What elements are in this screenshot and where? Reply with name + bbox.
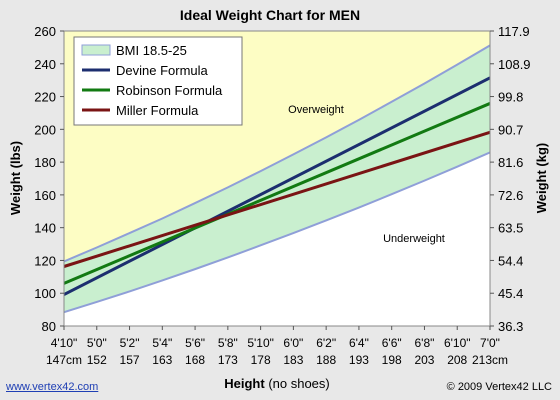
x-tick-label-cm: 183 <box>283 353 303 367</box>
y-tick-label-left: 240 <box>34 57 56 72</box>
miller-formula-line <box>64 130 490 268</box>
x-tick-label-ft: 5'0" <box>87 336 107 350</box>
x-tick-label-cm: 147cm <box>46 353 82 367</box>
x-tick-label-ft: 5'6" <box>185 336 205 350</box>
legend-label-bmi-18-5-25: BMI 18.5-25 <box>116 43 187 58</box>
x-tick-label-ft: 7'0" <box>480 336 500 350</box>
vertex42-link[interactable]: www.vertex42.com <box>6 381 99 393</box>
y-tick-label-left: 140 <box>34 221 56 236</box>
y-tick-label-right: 45.4 <box>498 286 523 301</box>
legend-swatch-bmi-18-5-25 <box>81 44 111 56</box>
x-tick-label-ft: 5'4" <box>152 336 172 350</box>
y-tick-label-right: 54.4 <box>498 253 523 268</box>
x-tick-label-cm: 188 <box>316 353 336 367</box>
x-tick-label-ft: 5'2" <box>120 336 140 350</box>
x-tick-label-ft: 5'10" <box>247 336 274 350</box>
x-tick-label-ft: 6'0" <box>283 336 303 350</box>
y-tick-label-right: 36.3 <box>498 319 523 334</box>
bmi-upper-edge <box>64 44 490 263</box>
underweight-label: Underweight <box>383 233 445 245</box>
bmi-lower-edge <box>64 151 490 314</box>
x-tick-label-cm: 178 <box>251 353 271 367</box>
y-tick-label-right: 99.8 <box>498 90 523 105</box>
legend-label-miller-formula: Miller Formula <box>116 103 199 118</box>
robinson-formula-line <box>64 102 490 285</box>
plot-border <box>63 30 491 327</box>
x-tick-label-ft: 5'8" <box>218 336 238 350</box>
y-tick-label-left: 220 <box>34 90 56 105</box>
y-tick-label-right: 108.9 <box>498 57 531 72</box>
x-tick-label-cm: 163 <box>152 353 172 367</box>
x-tick-label-ft: 6'4" <box>349 336 369 350</box>
y-tick-label-left: 120 <box>34 253 56 268</box>
x-axis-label-sub: (no shoes) <box>268 376 329 391</box>
overweight-label: Overweight <box>288 104 344 116</box>
y-tick-label-left: 160 <box>34 188 56 203</box>
copyright-text: © 2009 Vertex42 LLC <box>446 381 552 393</box>
legend-label-devine-formula: Devine Formula <box>116 63 209 78</box>
y-tick-label-left: 100 <box>34 286 56 301</box>
x-tick-label-ft: 4'10" <box>51 336 78 350</box>
y-tick-label-left: 80 <box>42 319 56 334</box>
y-axis-label-left: Weight (lbs) <box>8 141 23 215</box>
legend-label-robinson-formula: Robinson Formula <box>116 83 223 98</box>
y-tick-label-left: 260 <box>34 24 56 39</box>
y-axis-label-right: Weight (kg) <box>534 143 549 214</box>
y-tick-label-right: 117.9 <box>498 24 530 39</box>
x-axis-label: Height (no shoes) <box>224 376 329 391</box>
y-tick-label-right: 90.7 <box>498 122 523 137</box>
devine-formula-line <box>64 76 490 296</box>
x-tick-label-cm: 152 <box>87 353 107 367</box>
x-tick-label-cm: 203 <box>414 353 434 367</box>
y-tick-label-right: 63.5 <box>498 221 523 236</box>
chart-title: Ideal Weight Chart for MEN <box>180 7 360 23</box>
x-tick-label-cm: 193 <box>349 353 369 367</box>
x-tick-label-cm: 157 <box>120 353 140 367</box>
y-tick-label-left: 180 <box>34 155 56 170</box>
x-tick-label-ft: 6'2" <box>316 336 336 350</box>
x-tick-label-ft: 6'8" <box>415 336 435 350</box>
x-tick-label-cm: 168 <box>185 353 205 367</box>
bmi-band <box>64 45 490 313</box>
x-tick-label-cm: 198 <box>382 353 402 367</box>
x-axis-label-main: Height <box>224 376 268 391</box>
x-tick-label-cm: 173 <box>218 353 238 367</box>
x-tick-label-ft: 6'6" <box>382 336 402 350</box>
x-tick-label-cm: 213cm <box>472 353 508 367</box>
y-tick-label-right: 81.6 <box>498 155 523 170</box>
y-tick-label-right: 72.6 <box>498 188 523 203</box>
y-tick-label-left: 200 <box>34 122 56 137</box>
x-tick-label-cm: 208 <box>447 353 467 367</box>
x-tick-label-ft: 6'10" <box>444 336 471 350</box>
